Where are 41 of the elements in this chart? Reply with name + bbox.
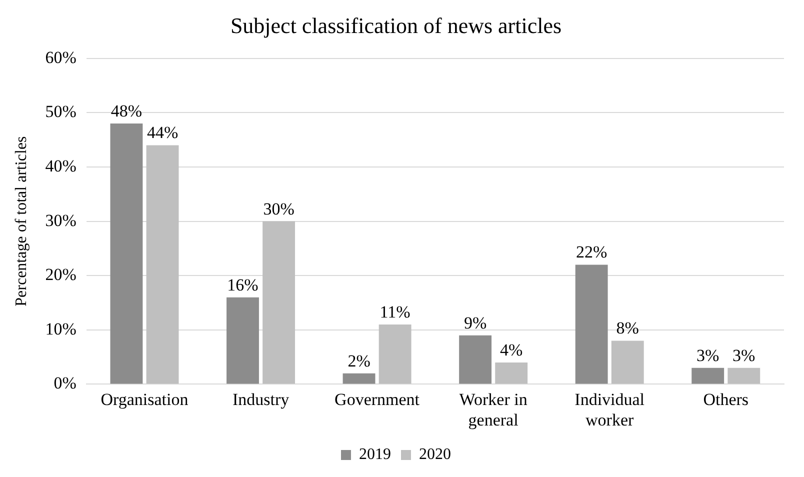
x-tick-label: Organisation bbox=[100, 390, 189, 409]
data-label: 48% bbox=[110, 102, 142, 121]
data-label: 4% bbox=[500, 340, 523, 360]
legend-label: 2019 bbox=[359, 446, 391, 464]
bar bbox=[378, 324, 412, 384]
y-tick-label: 60% bbox=[45, 48, 76, 67]
data-label: 44% bbox=[146, 123, 178, 142]
bar bbox=[611, 340, 644, 384]
chart-title: Subject classification of news articles bbox=[230, 12, 562, 38]
y-tick-label: 10% bbox=[45, 319, 76, 338]
bar bbox=[146, 145, 179, 384]
data-label: 2% bbox=[348, 351, 370, 370]
data-label: 3% bbox=[696, 346, 720, 365]
bar bbox=[575, 264, 608, 384]
bar bbox=[262, 221, 296, 384]
bar bbox=[692, 368, 724, 384]
data-label: 22% bbox=[576, 242, 608, 262]
x-tick-label: Worker in general bbox=[459, 390, 528, 430]
x-tick-label: Government bbox=[334, 390, 420, 409]
y-tick-label: 30% bbox=[45, 210, 76, 230]
x-tick-label: Individual worker bbox=[574, 390, 645, 430]
bar bbox=[728, 368, 760, 384]
y-tick-label: 0% bbox=[54, 374, 76, 393]
data-label: 9% bbox=[464, 313, 487, 332]
bar bbox=[226, 297, 259, 384]
data-label: 11% bbox=[380, 302, 410, 322]
data-label: 8% bbox=[616, 318, 639, 338]
y-tick-label: 20% bbox=[45, 265, 76, 284]
data-label: 3% bbox=[732, 346, 756, 365]
data-label: 16% bbox=[227, 275, 258, 294]
x-tick-label: Industry bbox=[232, 390, 290, 409]
data-label: 30% bbox=[263, 199, 294, 218]
bar bbox=[459, 335, 492, 384]
y-tick-label: 40% bbox=[45, 156, 76, 176]
bar bbox=[110, 124, 143, 384]
bar bbox=[495, 362, 528, 384]
y-tick-label: 50% bbox=[45, 102, 76, 122]
y-axis-title: Percentage of total articles bbox=[12, 136, 30, 306]
legend-label: 2020 bbox=[419, 446, 451, 464]
bar bbox=[342, 373, 376, 384]
x-tick-label: Others bbox=[703, 390, 749, 409]
